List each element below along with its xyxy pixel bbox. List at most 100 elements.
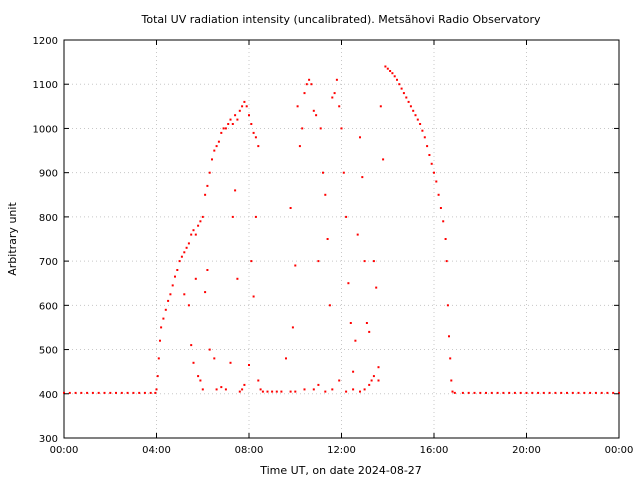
x-tick-label: 00:00 [50, 445, 79, 456]
data-point [331, 96, 334, 99]
data-point [120, 391, 123, 394]
data-point [315, 114, 318, 117]
data-point [180, 255, 183, 258]
data-point [162, 317, 165, 320]
data-point [220, 386, 223, 389]
data-point [192, 361, 195, 364]
data-point [389, 70, 392, 72]
data-point [183, 251, 186, 254]
plot-frame [63, 39, 620, 439]
data-point [430, 162, 433, 165]
data-point [310, 83, 313, 86]
data-point [257, 379, 260, 382]
x-axis-ticks: 00:00 04:00 08:00 12:00 16:00 20:00 00:00 [50, 40, 633, 456]
data-point [143, 391, 146, 394]
data-point [423, 136, 426, 139]
data-point [396, 78, 398, 81]
data-point [187, 242, 190, 245]
data-point [445, 260, 448, 263]
data-point [208, 171, 211, 174]
data-point [138, 391, 141, 394]
data-point [444, 238, 447, 240]
y-tick-label: 800 [39, 213, 58, 224]
data-point [372, 260, 375, 263]
data-point [215, 145, 218, 148]
data-point [303, 92, 306, 95]
data-point [382, 158, 385, 161]
data-point [342, 171, 345, 174]
data-point [229, 118, 232, 121]
x-tick-label: 20:00 [512, 445, 541, 456]
data-point [317, 383, 320, 386]
data-point [340, 127, 343, 130]
data-point [250, 260, 253, 263]
data-point [220, 131, 223, 134]
data-point [354, 339, 357, 342]
x-tick-label: 08:00 [235, 445, 264, 456]
data-point [303, 388, 306, 391]
data-point [204, 193, 207, 196]
data-point [291, 326, 294, 329]
data-point [437, 193, 440, 196]
data-point [174, 275, 176, 278]
y-tick-label: 300 [39, 434, 58, 445]
data-point [398, 83, 401, 86]
data-point [257, 145, 260, 148]
data-point [312, 109, 315, 112]
data-point [155, 388, 158, 391]
data-point [199, 220, 202, 223]
data-point [176, 269, 179, 271]
grid-lines [64, 40, 619, 438]
data-point [349, 322, 352, 324]
data-point [328, 304, 331, 307]
data-point [301, 127, 304, 130]
data-point [352, 370, 355, 373]
data-point [485, 391, 487, 394]
data-point [103, 391, 106, 394]
data-point [335, 78, 338, 81]
data-point [298, 145, 301, 148]
data-point [428, 154, 431, 156]
data-point [439, 207, 442, 209]
data-point [159, 339, 161, 342]
data-point [167, 299, 170, 302]
data-point [217, 140, 220, 143]
data-point [156, 375, 159, 378]
data-point [259, 388, 262, 391]
data-point [183, 293, 186, 296]
data-point [211, 158, 213, 161]
data-point [409, 105, 412, 108]
data-point [261, 390, 264, 393]
data-point [275, 390, 278, 393]
data-point [157, 357, 160, 360]
data-point [115, 391, 117, 394]
data-point [187, 304, 190, 307]
chart-title: Total UV radiation intensity (uncalibrat… [141, 13, 541, 26]
data-point [359, 390, 361, 393]
data-point [435, 180, 438, 183]
data-point [312, 388, 315, 391]
data-point [68, 391, 71, 394]
data-point [519, 391, 522, 394]
data-point [317, 260, 320, 263]
data-point [109, 391, 112, 394]
data-point [391, 72, 394, 75]
data-point [231, 215, 234, 218]
data-point [606, 391, 609, 394]
data-point [513, 391, 516, 394]
data-point [433, 171, 435, 174]
data-point [407, 100, 410, 103]
data-point [289, 390, 292, 393]
data-point [566, 391, 568, 394]
data-point [201, 388, 204, 391]
data-point [234, 189, 237, 192]
data-point [97, 391, 100, 394]
data-point [542, 391, 545, 394]
x-tick-label: 12:00 [327, 445, 356, 456]
data-point [554, 391, 557, 394]
data-point [537, 391, 540, 394]
data-point [192, 229, 195, 232]
data-point [91, 391, 94, 394]
data-point [271, 390, 274, 393]
